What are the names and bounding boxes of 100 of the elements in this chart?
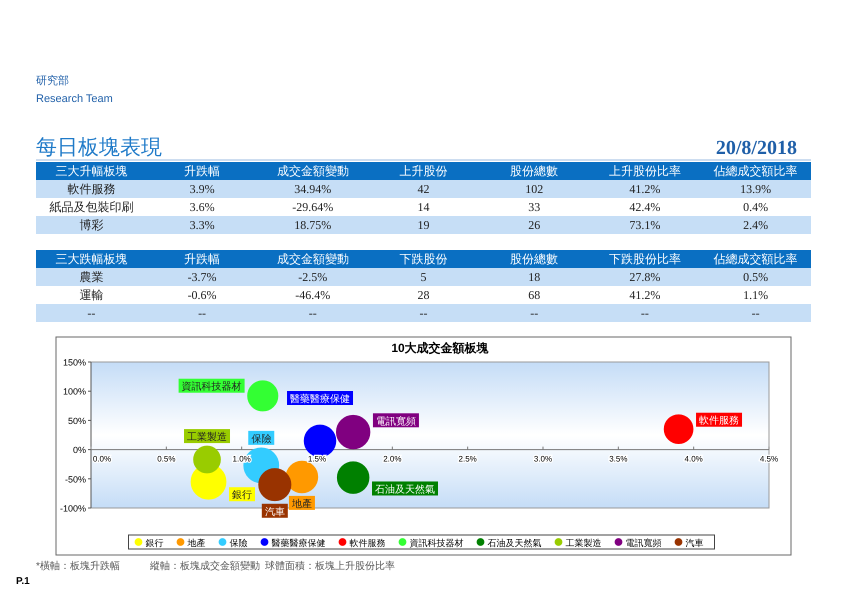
- text: 33: [528, 200, 540, 214]
- y-tick-label: -100%: [60, 504, 86, 514]
- text: 電訊寬頻: [376, 416, 416, 428]
- text: 三大跌幅板塊: [55, 252, 128, 266]
- text: 股份總數: [510, 164, 558, 178]
- text: 41.2%: [629, 182, 660, 196]
- text: 34.94%: [294, 182, 332, 196]
- legend-label: 石油及天然氣: [488, 538, 542, 548]
- legend-label: 電訊寬頻: [626, 538, 662, 548]
- y-tick-label: 150%: [62, 358, 86, 368]
- text: 球體面積：板塊上升股份比率: [265, 560, 395, 572]
- text: 28: [418, 288, 430, 302]
- text: 股份總數: [510, 252, 558, 266]
- text: 5: [420, 270, 426, 284]
- text: --: [640, 306, 649, 320]
- legend-label: 銀行: [146, 538, 164, 548]
- text: 3.9%: [190, 182, 215, 196]
- text: 升跌幅: [184, 252, 220, 266]
- text: 14: [418, 200, 430, 214]
- text: 研究部: [36, 74, 69, 87]
- text: 20/8/2018: [716, 137, 797, 159]
- text: 地產: [292, 498, 312, 510]
- text: 成交金額變動: [276, 164, 349, 178]
- x-tick-label: 4.0%: [684, 454, 703, 464]
- legend-label: 軟件服務: [350, 538, 386, 548]
- text: 18.75%: [294, 218, 332, 232]
- x-tick-label: 3.0%: [534, 454, 552, 464]
- text: 102: [525, 182, 544, 196]
- text: 三大升幅板塊: [55, 164, 128, 178]
- text: --: [308, 306, 317, 320]
- text: Research Team: [36, 93, 113, 105]
- text: 42: [418, 182, 430, 196]
- text: 19: [418, 218, 430, 232]
- text: 0.5%: [743, 270, 768, 284]
- text: 每日板塊表現: [36, 136, 162, 159]
- legend-label: 資訊科技器材: [410, 538, 464, 548]
- text: -0.6%: [188, 288, 217, 302]
- text: *橫軸：板塊升跌幅: [36, 560, 120, 572]
- text: 1.1%: [743, 288, 768, 302]
- text: 0.4%: [743, 200, 768, 214]
- text: 18: [528, 270, 540, 284]
- y-tick-label: 0%: [72, 445, 86, 456]
- text: 工業製造: [187, 432, 228, 444]
- text: 41.2%: [629, 288, 660, 302]
- text: 汽車: [264, 506, 285, 518]
- text: 3.3%: [190, 218, 215, 232]
- x-tick-label: 2.0%: [383, 454, 402, 464]
- text: 博彩: [79, 218, 104, 232]
- text: 縱軸：板塊成交金額變動: [149, 560, 260, 572]
- x-tick-label: 2.5%: [458, 454, 477, 464]
- text: --: [198, 306, 206, 320]
- text: 運輸: [79, 288, 104, 302]
- text: 軟件服務: [67, 182, 116, 196]
- text: 下跌股份比率: [608, 252, 681, 266]
- text: P.1: [16, 576, 30, 587]
- y-tick-label: -50%: [64, 474, 86, 484]
- text: -3.7%: [188, 270, 217, 284]
- text: --: [87, 306, 96, 320]
- legend-label: 地產: [186, 538, 206, 548]
- text: 銀行: [232, 490, 252, 502]
- text: --: [752, 306, 760, 320]
- text: 3.6%: [190, 200, 215, 214]
- text: 13.9%: [740, 182, 772, 196]
- text: 資訊科技器材: [182, 382, 242, 393]
- text: 佔總成交額比率: [712, 164, 798, 178]
- text: 上升股份比率: [608, 164, 681, 178]
- legend-label: 醫藥醫療保健: [272, 538, 326, 548]
- text: 保險: [251, 434, 272, 445]
- text: 42.4%: [629, 200, 660, 214]
- text: 26: [528, 218, 540, 232]
- text: --: [530, 306, 538, 320]
- text: 上升股份: [400, 164, 448, 178]
- text: -2.5%: [298, 270, 328, 284]
- text: 68: [528, 288, 540, 302]
- text: 成交金額變動: [276, 252, 349, 266]
- text: 醫藥醫療保健: [290, 394, 350, 405]
- text: -46.4%: [295, 288, 330, 302]
- y-tick-label: 50%: [68, 416, 86, 426]
- text: 2.4%: [743, 218, 768, 232]
- text: --: [420, 306, 428, 320]
- text: 升跌幅: [184, 164, 220, 178]
- text: 農業: [79, 270, 104, 284]
- text: 石油及天然氣: [375, 484, 436, 496]
- x-tick-label: 1.5%: [308, 454, 326, 464]
- x-tick-label: 3.5%: [609, 454, 628, 464]
- text: -29.64%: [292, 200, 334, 214]
- x-tick-label: 0.0%: [92, 454, 112, 464]
- text: 紙品及包裝印刷: [49, 200, 134, 214]
- legend-label: 保險: [230, 538, 248, 548]
- text: 73.1%: [629, 218, 660, 232]
- chart-title: 10大成交金額板塊: [391, 341, 490, 355]
- x-tick-label: 4.5%: [760, 454, 778, 464]
- text: 軟件服務: [699, 416, 740, 427]
- x-tick-label: 0.5%: [157, 454, 176, 464]
- text: 27.8%: [629, 270, 660, 284]
- legend-label: 工業製造: [566, 538, 602, 548]
- text: 佔總成交額比率: [712, 252, 798, 266]
- text: 下跌股份: [400, 252, 448, 266]
- y-tick-label: 100%: [62, 386, 86, 397]
- legend-label: 汽車: [686, 538, 704, 548]
